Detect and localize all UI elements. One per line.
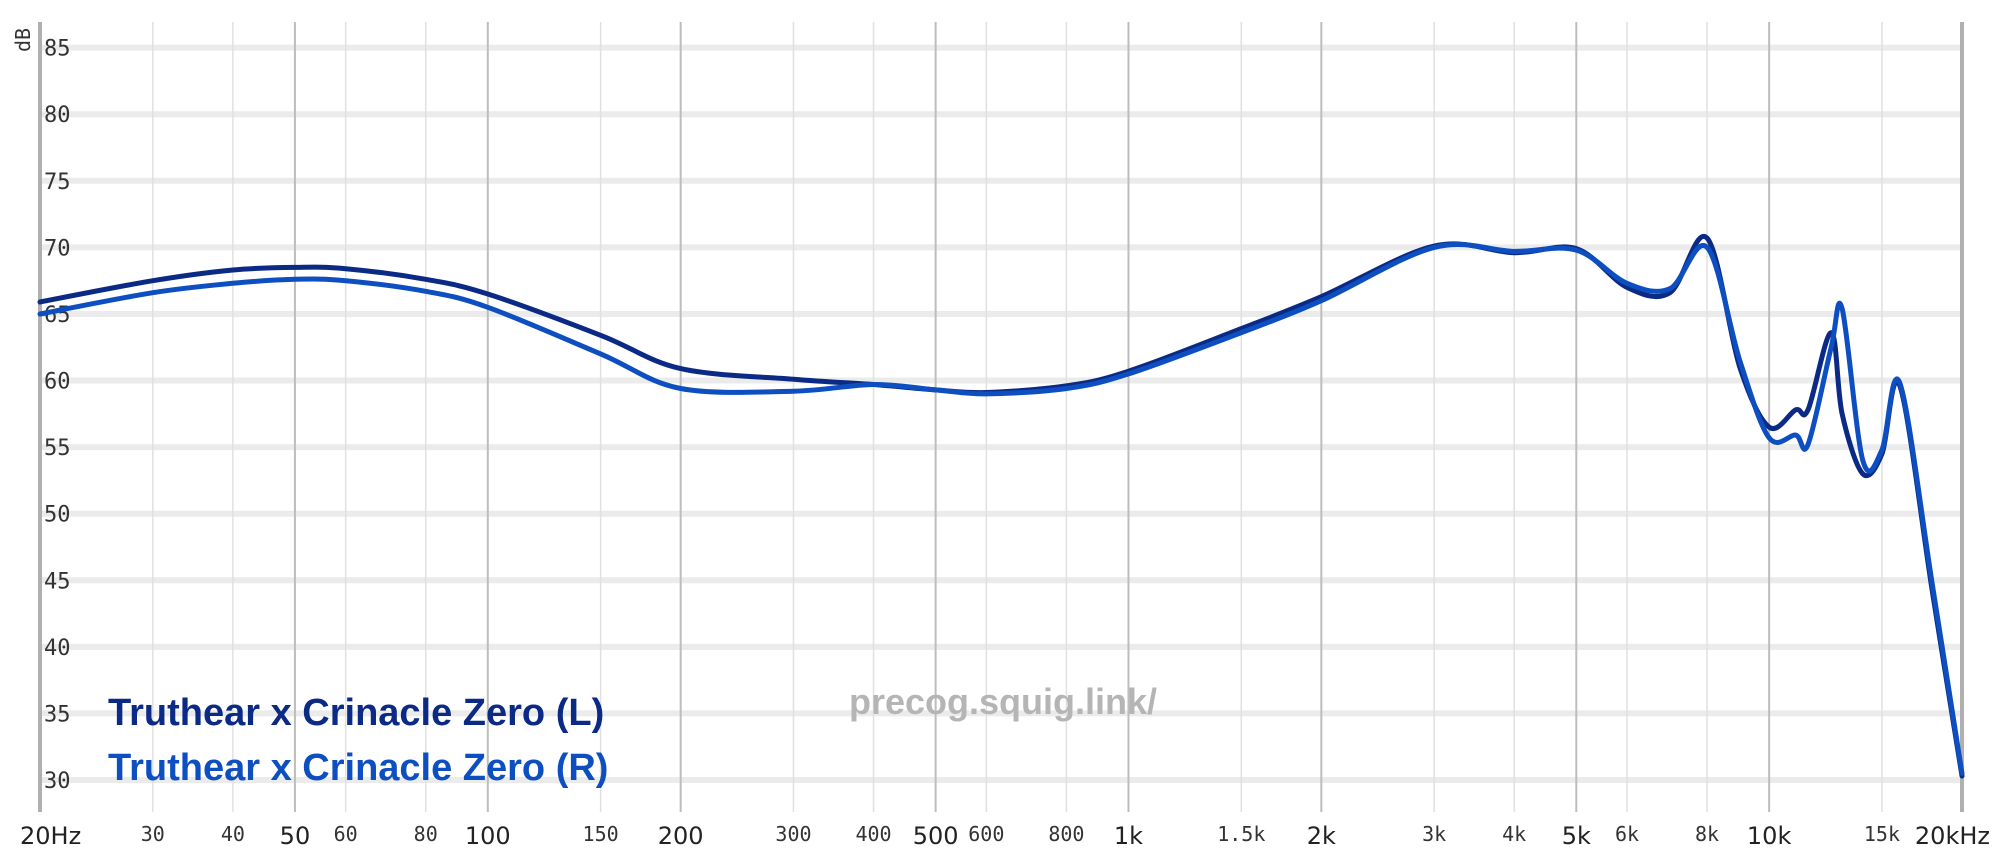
grid-layer [38, 22, 1964, 812]
series-layer [37, 233, 1965, 779]
x-tick-label: 5k [1562, 822, 1591, 850]
series-line-right [37, 242, 1965, 776]
x-tick-label: 1.5k [1217, 822, 1265, 846]
x-tick-label: 8k [1695, 822, 1719, 846]
x-tick-label: 15k [1864, 822, 1900, 846]
x-tick-label: 40 [221, 822, 245, 846]
x-tick-label: 800 [1048, 822, 1084, 846]
y-tick-label: 55 [44, 436, 71, 461]
watermark: precog.squig.link/ [849, 681, 1157, 722]
x-tick-label: 150 [583, 822, 619, 846]
y-tick-label: 80 [44, 103, 71, 128]
y-tick-label: 50 [44, 503, 71, 528]
x-tick-label: 6k [1615, 822, 1639, 846]
x-tick-labels: 20Hz 30 40 50 60 80 100 150 200 300 400 500 600 800 1k… [20, 822, 1990, 850]
x-tick-label: 400 [855, 822, 891, 846]
x-tick-label: 100 [465, 822, 511, 850]
y-tick-label: 40 [44, 636, 71, 661]
x-tick-label: 300 [775, 822, 811, 846]
legend: Truthear x Crinacle Zero (L) Truthear x C… [108, 692, 608, 789]
x-tick-label: 600 [968, 822, 1004, 846]
legend-entry: Truthear x Crinacle Zero (L) [108, 692, 604, 734]
x-tick-label: 20kHz [1915, 822, 1990, 850]
x-tick-label: 50 [280, 822, 311, 850]
x-tick-label: 200 [658, 822, 704, 850]
y-tick-label: 45 [44, 569, 71, 594]
legend-entry: Truthear x Crinacle Zero (R) [108, 747, 608, 789]
x-tick-label: 1k [1114, 822, 1143, 850]
x-tick-label: 20Hz [20, 822, 81, 850]
x-tick-label: 80 [414, 822, 438, 846]
x-tick-label: 4k [1502, 822, 1526, 846]
x-tick-label: 500 [913, 822, 959, 850]
y-tick-label: 30 [44, 769, 71, 794]
x-tick-label: 60 [334, 822, 358, 846]
y-tick-label: 75 [44, 170, 71, 195]
y-tick-label: 60 [44, 370, 71, 395]
y-axis-label: dB [11, 28, 35, 52]
y-tick-label: 35 [44, 702, 71, 727]
x-tick-label: 10k [1747, 822, 1792, 850]
x-tick-label: 3k [1422, 822, 1446, 846]
y-tick-label: 70 [44, 236, 71, 261]
x-tick-label: 30 [141, 822, 165, 846]
y-tick-label: 85 [44, 37, 71, 62]
x-tick-label: 2k [1307, 822, 1336, 850]
